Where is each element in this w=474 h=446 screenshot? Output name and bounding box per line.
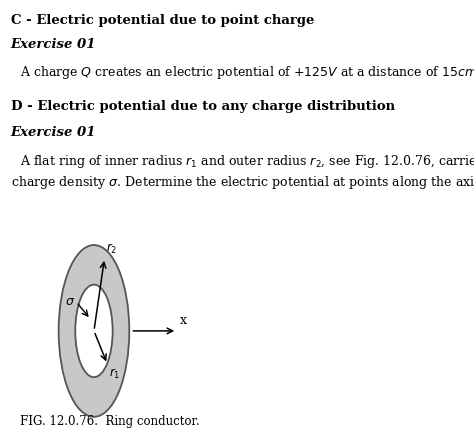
- Text: Exercise 01: Exercise 01: [11, 38, 96, 51]
- Text: $r_2$: $r_2$: [106, 242, 118, 256]
- Ellipse shape: [59, 245, 129, 417]
- Text: $\sigma$: $\sigma$: [64, 294, 75, 308]
- Text: C - Electric potential due to point charge: C - Electric potential due to point char…: [11, 14, 314, 27]
- Text: A charge $Q$ creates an electric potential of $+125V$ at a distance of $15cm$. W: A charge $Q$ creates an electric potenti…: [20, 64, 474, 82]
- Ellipse shape: [75, 285, 113, 377]
- Text: D - Electric potential due to any charge distribution: D - Electric potential due to any charge…: [11, 99, 395, 113]
- Text: Exercise 01: Exercise 01: [11, 126, 96, 139]
- Text: $r_1$: $r_1$: [109, 367, 120, 380]
- Text: x: x: [180, 314, 186, 326]
- Text: charge density $\sigma$. Determine the electric potential at points along the ax: charge density $\sigma$. Determine the e…: [11, 173, 474, 191]
- Text: FIG. 12.0.76.  Ring conductor.: FIG. 12.0.76. Ring conductor.: [20, 415, 200, 428]
- Text: A flat ring of inner radius $r_1$ and outer radius $r_2$, see Fig. 12.0.76, carr: A flat ring of inner radius $r_1$ and ou…: [20, 153, 474, 169]
